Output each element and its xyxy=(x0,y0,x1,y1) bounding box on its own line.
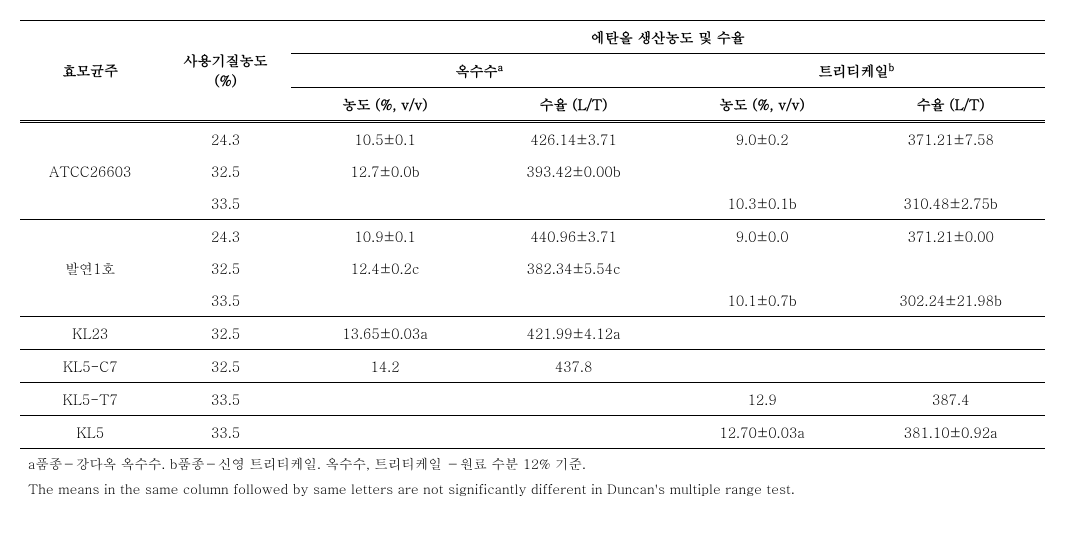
trit-conc-cell xyxy=(668,252,857,284)
substrate-conc-cell: 24.3 xyxy=(160,219,290,252)
group-corn-sup: a xyxy=(498,60,503,74)
table-row: 33.5 10.3±0.1b310.48±2.75b xyxy=(20,187,1045,220)
corn-yield-cell: 426.14±3.71 xyxy=(479,121,668,155)
corn-yield-cell: 421.99±4.12a xyxy=(479,316,668,349)
corn-conc-cell xyxy=(291,415,480,448)
trit-yield-cell: 371.21±0.00 xyxy=(856,219,1045,252)
corn-conc-cell xyxy=(291,382,480,415)
trit-conc-cell xyxy=(668,316,857,349)
table-row: 32.512.7±0.0b393.42±0.00b xyxy=(20,155,1045,187)
corn-yield-cell xyxy=(479,284,668,317)
strain-name: KL23 xyxy=(20,316,160,349)
corn-yield-cell: 393.42±0.00b xyxy=(479,155,668,187)
substrate-conc-cell: 33.5 xyxy=(160,284,290,317)
table-row: ATCC2660324.310.5±0.1426.14±3.719.0±0.23… xyxy=(20,121,1045,155)
trit-yield-cell xyxy=(856,252,1045,284)
trit-conc-cell: 12.9 xyxy=(668,382,857,415)
trit-conc-cell: 10.3±0.1b xyxy=(668,187,857,220)
trit-yield-cell: 381.10±0.92a xyxy=(856,415,1045,448)
strain-name: KL5-T7 xyxy=(20,382,160,415)
trit-conc-cell: 9.0±0.0 xyxy=(668,219,857,252)
trit-yield-cell: 310.48±2.75b xyxy=(856,187,1045,220)
col-group-corn: 옥수수a xyxy=(291,54,668,88)
trit-conc-cell: 12.70±0.03a xyxy=(668,415,857,448)
corn-yield-cell xyxy=(479,415,668,448)
corn-conc-cell: 10.9±0.1 xyxy=(291,219,480,252)
substrate-conc-label: 사용기질농도 xyxy=(184,50,268,70)
table-row: KL533.5 12.70±0.03a381.10±0.92a xyxy=(20,415,1045,448)
corn-yield-cell xyxy=(479,382,668,415)
substrate-conc-unit: (%) xyxy=(214,70,237,90)
footnote-1: a품종－강다옥 옥수수. b품종－신영 트리티케일. 옥수수, 트리티케일 －원… xyxy=(20,449,1061,475)
corn-conc-cell: 13.65±0.03a xyxy=(291,316,480,349)
table-header: 효모균주 사용기질농도 (%) 에탄올 생산농도 및 수율 옥수수a 트리티케일… xyxy=(20,21,1045,122)
trit-yield-cell xyxy=(856,349,1045,382)
strain-name: KL5 xyxy=(20,415,160,448)
corn-conc-cell: 14.2 xyxy=(291,349,480,382)
trit-conc-cell xyxy=(668,349,857,382)
substrate-conc-cell: 24.3 xyxy=(160,121,290,155)
substrate-conc-cell: 32.5 xyxy=(160,155,290,187)
col-trit-yield: 수율 (L/T) xyxy=(856,87,1045,121)
table-row: 32.512.4±0.2c382.34±5.54c xyxy=(20,252,1045,284)
trit-conc-cell: 10.1±0.7b xyxy=(668,284,857,317)
corn-conc-cell xyxy=(291,284,480,317)
table-row: KL5-T733.5 12.9387.4 xyxy=(20,382,1045,415)
table-row: KL5-C732.514.2437.8 xyxy=(20,349,1045,382)
group-corn-label: 옥수수 xyxy=(456,61,498,81)
table-row: 발연1호24.310.9±0.1440.96±3.719.0±0.0371.21… xyxy=(20,219,1045,252)
trit-conc-cell: 9.0±0.2 xyxy=(668,121,857,155)
group-triticale-sup: b xyxy=(889,60,895,74)
corn-yield-cell: 437.8 xyxy=(479,349,668,382)
corn-yield-cell: 382.34±5.54c xyxy=(479,252,668,284)
data-table: 효모균주 사용기질농도 (%) 에탄올 생산농도 및 수율 옥수수a 트리티케일… xyxy=(20,20,1045,449)
col-group-triticale: 트리티케일b xyxy=(668,54,1045,88)
substrate-conc-cell: 32.5 xyxy=(160,316,290,349)
trit-yield-cell xyxy=(856,155,1045,187)
trit-yield-cell xyxy=(856,316,1045,349)
trit-yield-cell: 371.21±7.58 xyxy=(856,121,1045,155)
corn-yield-cell xyxy=(479,187,668,220)
corn-conc-cell: 12.7±0.0b xyxy=(291,155,480,187)
substrate-conc-cell: 33.5 xyxy=(160,187,290,220)
substrate-conc-cell: 33.5 xyxy=(160,382,290,415)
trit-conc-cell xyxy=(668,155,857,187)
col-main-header: 에탄올 생산농도 및 수율 xyxy=(291,21,1045,54)
substrate-conc-cell: 32.5 xyxy=(160,252,290,284)
table-row: KL2332.513.65±0.03a421.99±4.12a xyxy=(20,316,1045,349)
table-body: ATCC2660324.310.5±0.1426.14±3.719.0±0.23… xyxy=(20,121,1045,448)
table-row: 33.5 10.1±0.7b302.24±21.98b xyxy=(20,284,1045,317)
strain-name: KL5-C7 xyxy=(20,349,160,382)
footnote-2: The means in the same column followed by… xyxy=(20,474,1061,500)
strain-name: 발연1호 xyxy=(20,219,160,316)
col-trit-conc: 농도 (%, v/v) xyxy=(668,87,857,121)
col-corn-conc: 농도 (%, v/v) xyxy=(291,87,480,121)
strain-name: ATCC26603 xyxy=(20,121,160,219)
trit-yield-cell: 387.4 xyxy=(856,382,1045,415)
trit-yield-cell: 302.24±21.98b xyxy=(856,284,1045,317)
corn-conc-cell: 10.5±0.1 xyxy=(291,121,480,155)
corn-conc-cell: 12.4±0.2c xyxy=(291,252,480,284)
col-substrate-conc: 사용기질농도 (%) xyxy=(160,21,290,122)
substrate-conc-cell: 33.5 xyxy=(160,415,290,448)
corn-conc-cell xyxy=(291,187,480,220)
col-strain: 효모균주 xyxy=(20,21,160,122)
col-corn-yield: 수율 (L/T) xyxy=(479,87,668,121)
group-triticale-label: 트리티케일 xyxy=(819,61,889,81)
substrate-conc-cell: 32.5 xyxy=(160,349,290,382)
corn-yield-cell: 440.96±3.71 xyxy=(479,219,668,252)
